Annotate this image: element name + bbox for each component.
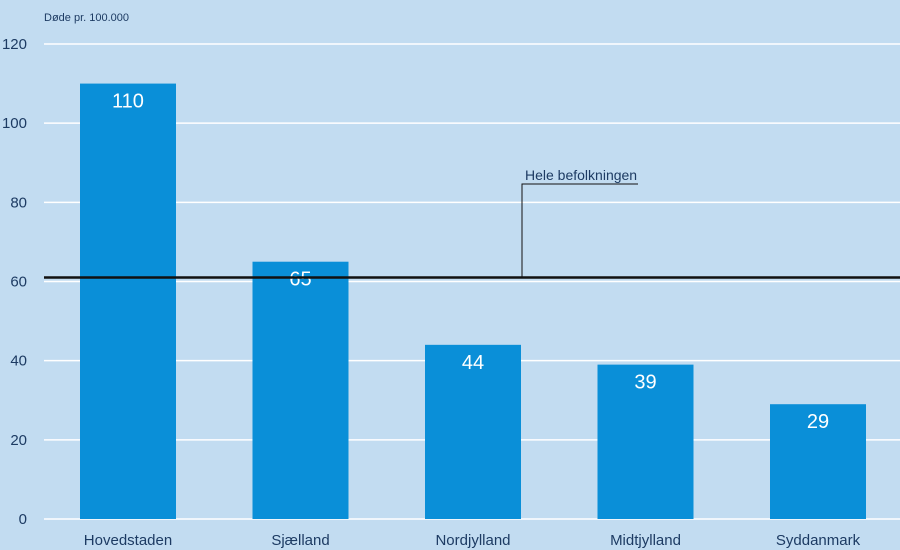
y-tick-label: 0 [19, 511, 27, 528]
reference-line-label: Hele befolkningen [525, 167, 637, 183]
y-tick-label: 20 [10, 432, 27, 449]
bar-value-label: 44 [462, 352, 484, 374]
reference-leader-line [521, 183, 638, 278]
y-tick-label: 60 [10, 274, 27, 291]
y-tick-label: 100 [2, 115, 27, 132]
bar [425, 344, 521, 519]
y-axis-ticks: 0 20 40 60 80 100 120 [2, 36, 27, 528]
x-category-label: Syddanmark [776, 532, 861, 549]
grid-lines [44, 43, 900, 520]
y-tick-label: 40 [10, 353, 27, 370]
bar [597, 364, 694, 519]
x-category-label: Midtjylland [610, 532, 681, 549]
reference-line-group: Hele befolkningen [44, 167, 900, 279]
x-category-label: Nordjylland [435, 532, 510, 549]
bar [770, 404, 866, 519]
bar-value-label: 39 [634, 372, 656, 394]
bar-value-label: 110 [112, 91, 144, 113]
bar-value-label: 29 [807, 411, 829, 433]
bar [80, 83, 176, 519]
y-axis-label: Døde pr. 100.000 [44, 12, 129, 24]
x-category-label: Hovedstaden [84, 532, 172, 549]
bar [252, 261, 349, 519]
y-tick-label: 80 [10, 194, 27, 211]
bars: 110 65 44 39 29 [80, 83, 866, 519]
x-axis-categories: Hovedstaden Sjælland Nordjylland Midtjyllan… [84, 532, 861, 549]
bar-value-label: 65 [289, 269, 311, 291]
y-tick-label: 120 [2, 36, 27, 53]
x-category-label: Sjælland [271, 532, 329, 549]
